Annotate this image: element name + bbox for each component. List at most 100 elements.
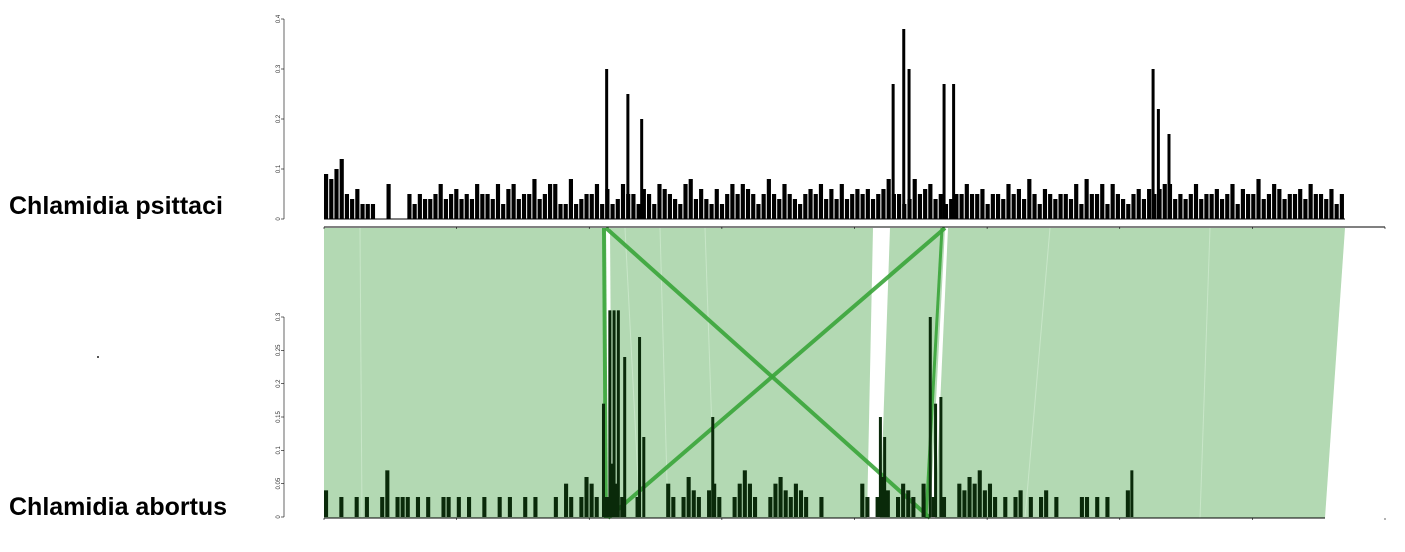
density-bar <box>449 194 454 219</box>
density-bar <box>1053 199 1058 219</box>
density-bar <box>584 194 589 219</box>
density-bar <box>405 497 410 517</box>
block-streak <box>1199 227 1211 519</box>
density-bar <box>1183 199 1188 219</box>
density-bar <box>1063 194 1068 219</box>
density-bar <box>620 497 625 517</box>
density-peak-bar <box>623 357 627 517</box>
density-bar <box>1105 204 1110 219</box>
bottom-density-bars <box>324 310 1134 517</box>
density-bar <box>1324 199 1329 219</box>
density-bar <box>798 204 803 219</box>
density-bar <box>798 490 804 517</box>
density-peak-bar <box>626 94 630 219</box>
density-bar <box>657 184 662 219</box>
density-bar <box>667 194 672 219</box>
density-bar <box>686 477 691 517</box>
density-bar <box>1287 194 1292 219</box>
y-tick-label: 0.2 <box>276 114 282 123</box>
density-bar <box>1261 199 1266 219</box>
density-bar <box>881 189 886 219</box>
density-bar <box>880 477 885 517</box>
density-bar <box>761 194 766 219</box>
density-bar <box>1074 184 1079 219</box>
density-bar <box>610 204 615 219</box>
density-bar <box>855 189 860 219</box>
density-bar <box>579 199 584 219</box>
density-peak-bar <box>612 310 616 517</box>
density-peak-bar <box>1167 134 1171 219</box>
density-bar <box>459 199 464 219</box>
density-bar <box>547 184 553 219</box>
density-bar <box>1246 194 1251 219</box>
density-bar <box>532 179 537 219</box>
density-bar <box>641 189 646 219</box>
density-bar <box>501 204 506 219</box>
density-bar <box>438 184 443 219</box>
density-bar <box>1193 184 1199 219</box>
density-bar <box>771 194 777 219</box>
density-bar <box>787 194 792 219</box>
density-bar <box>456 497 461 517</box>
density-bar <box>824 199 829 219</box>
density-bar <box>1308 184 1313 219</box>
density-bar <box>839 184 844 219</box>
density-bar <box>962 490 967 517</box>
density-bar <box>454 189 459 219</box>
density-bar <box>977 470 982 517</box>
density-bar <box>662 189 667 219</box>
density-bar <box>921 483 926 517</box>
density-bar <box>415 497 421 517</box>
density-bar <box>443 199 448 219</box>
density-bar <box>339 497 344 517</box>
density-peak-bar <box>942 84 946 219</box>
density-peak-bar <box>928 317 932 517</box>
density-bar <box>395 497 400 517</box>
density-bar <box>850 194 855 219</box>
density-bar <box>344 194 350 219</box>
density-bar <box>482 497 487 517</box>
inversion-links <box>602 226 947 520</box>
density-bar <box>1225 194 1230 219</box>
inversion-link <box>602 227 608 519</box>
top-density-bars <box>324 29 1344 219</box>
density-bar <box>646 194 652 219</box>
density-bar <box>558 204 563 219</box>
density-bar <box>886 179 891 219</box>
density-bar <box>792 199 797 219</box>
y-tick-label: 0.3 <box>276 312 282 321</box>
density-bar <box>666 483 671 517</box>
density-bar <box>912 179 917 219</box>
density-peak-bar <box>934 403 938 517</box>
density-bar <box>1334 204 1339 219</box>
density-bar <box>678 204 683 219</box>
density-bar <box>467 497 472 517</box>
density-bar <box>938 194 943 219</box>
density-peak-bar <box>883 437 887 517</box>
density-bar <box>485 194 490 219</box>
density-peak-bar <box>878 417 882 517</box>
density-bar <box>542 194 547 219</box>
density-bar <box>1105 497 1110 517</box>
density-bar <box>1282 199 1287 219</box>
stray-dot <box>97 356 99 358</box>
y-tick-label: 0 <box>276 217 282 221</box>
density-bar <box>1022 199 1027 219</box>
density-bar <box>594 184 600 219</box>
density-bar <box>943 204 949 219</box>
density-bar <box>876 194 881 219</box>
block-streak <box>1024 227 1051 519</box>
density-bar <box>1209 194 1214 219</box>
density-bar <box>594 497 599 517</box>
density-peak-bar <box>616 310 620 517</box>
density-bar <box>604 497 609 517</box>
density-bar <box>995 194 1001 219</box>
density-bar <box>1018 490 1023 517</box>
density-bar <box>773 483 778 517</box>
density-peak-bar <box>891 84 895 219</box>
y-tick-label: 0.1 <box>276 446 282 455</box>
density-bar <box>1044 490 1049 517</box>
density-bar <box>928 184 933 219</box>
density-peak-bar <box>939 397 943 517</box>
density-bar <box>747 483 752 517</box>
